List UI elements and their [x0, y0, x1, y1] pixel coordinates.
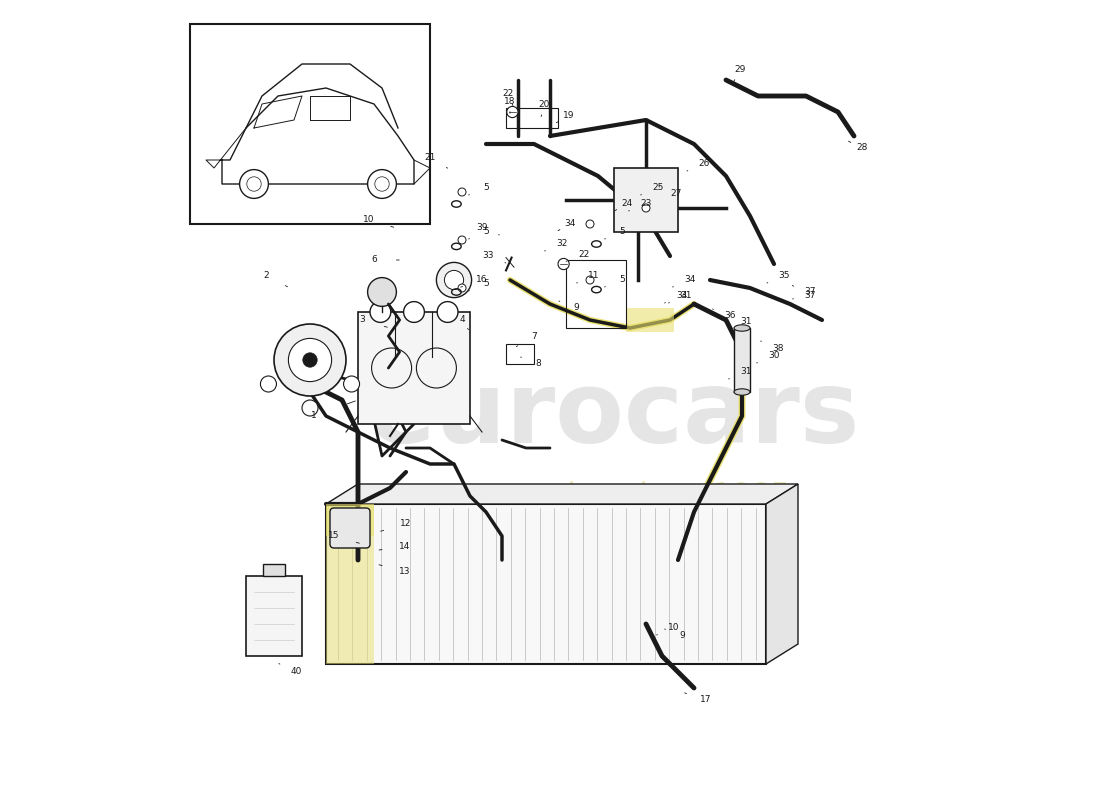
- Text: 2: 2: [263, 271, 268, 281]
- Text: 40: 40: [290, 667, 303, 677]
- Text: 5: 5: [483, 279, 488, 289]
- Text: 14: 14: [398, 542, 410, 551]
- Circle shape: [437, 302, 458, 322]
- Text: 34: 34: [684, 275, 695, 285]
- Text: 29: 29: [735, 65, 746, 74]
- Text: 8: 8: [535, 359, 541, 369]
- Text: 32: 32: [557, 239, 568, 249]
- Text: 22: 22: [502, 89, 514, 98]
- Circle shape: [507, 106, 518, 118]
- Circle shape: [642, 204, 650, 212]
- Text: 4: 4: [459, 315, 465, 325]
- Text: 28: 28: [856, 143, 868, 153]
- Bar: [566, 260, 626, 328]
- Text: 5: 5: [619, 227, 625, 237]
- Bar: [263, 564, 285, 576]
- Bar: [506, 108, 558, 128]
- Circle shape: [274, 324, 346, 396]
- Text: 1: 1: [311, 411, 317, 421]
- Text: 9: 9: [679, 631, 685, 641]
- Circle shape: [558, 258, 569, 270]
- Text: 30: 30: [768, 351, 780, 361]
- Text: 19: 19: [563, 111, 574, 121]
- Circle shape: [458, 236, 466, 244]
- Text: 24: 24: [621, 199, 632, 209]
- Text: 5: 5: [483, 183, 488, 193]
- Text: 37: 37: [804, 287, 816, 297]
- Circle shape: [370, 302, 390, 322]
- Text: a passion since 1985: a passion since 1985: [470, 482, 791, 510]
- Text: 10: 10: [363, 215, 374, 225]
- Circle shape: [240, 170, 268, 198]
- Bar: [614, 168, 678, 232]
- Bar: [326, 504, 374, 664]
- Text: 26: 26: [698, 159, 711, 169]
- Text: 31: 31: [740, 317, 751, 326]
- Text: 17: 17: [701, 695, 712, 705]
- Circle shape: [288, 338, 331, 382]
- Circle shape: [367, 278, 396, 306]
- Polygon shape: [766, 484, 797, 664]
- Text: eurocars: eurocars: [367, 367, 860, 465]
- Text: 33: 33: [483, 251, 494, 261]
- Text: 37: 37: [804, 291, 816, 301]
- Text: 11: 11: [588, 271, 600, 281]
- Text: 18: 18: [504, 97, 516, 106]
- Circle shape: [367, 170, 396, 198]
- Text: 23: 23: [640, 199, 651, 209]
- Text: 34: 34: [564, 219, 575, 229]
- Ellipse shape: [734, 325, 750, 331]
- Text: 38: 38: [772, 343, 783, 353]
- Circle shape: [458, 188, 466, 196]
- Bar: [626, 308, 674, 332]
- Text: 20: 20: [539, 100, 550, 110]
- Text: 21: 21: [425, 153, 436, 162]
- Text: 31: 31: [740, 367, 751, 377]
- Text: 34: 34: [676, 291, 688, 301]
- Text: 31: 31: [680, 291, 692, 301]
- Text: 6: 6: [371, 255, 377, 265]
- Bar: [246, 576, 302, 656]
- Polygon shape: [326, 484, 798, 504]
- Circle shape: [437, 262, 472, 298]
- Bar: [326, 504, 374, 536]
- Text: 9: 9: [573, 303, 580, 313]
- Text: 13: 13: [398, 567, 410, 577]
- Text: 36: 36: [724, 311, 736, 321]
- Text: 3: 3: [359, 315, 365, 325]
- Bar: [326, 504, 766, 664]
- Bar: [734, 328, 750, 392]
- Text: 5: 5: [619, 275, 625, 285]
- Circle shape: [444, 270, 463, 290]
- Text: 10: 10: [669, 623, 680, 633]
- Circle shape: [343, 376, 360, 392]
- Circle shape: [404, 302, 425, 322]
- Bar: [358, 312, 470, 424]
- Text: 5: 5: [483, 227, 488, 237]
- Text: 15: 15: [328, 531, 340, 541]
- Text: 7: 7: [531, 331, 537, 341]
- Text: 35: 35: [779, 271, 790, 281]
- Text: 39: 39: [476, 223, 487, 233]
- Text: 12: 12: [400, 519, 411, 529]
- Text: 16: 16: [476, 275, 487, 285]
- Ellipse shape: [734, 389, 750, 395]
- Circle shape: [261, 376, 276, 392]
- Circle shape: [586, 276, 594, 284]
- Circle shape: [302, 400, 318, 416]
- Bar: [506, 344, 534, 364]
- Text: 25: 25: [652, 183, 663, 193]
- Circle shape: [458, 284, 466, 292]
- FancyBboxPatch shape: [330, 508, 370, 548]
- Circle shape: [302, 353, 317, 367]
- Text: 22: 22: [578, 250, 590, 259]
- Text: 27: 27: [671, 189, 682, 198]
- Circle shape: [586, 220, 594, 228]
